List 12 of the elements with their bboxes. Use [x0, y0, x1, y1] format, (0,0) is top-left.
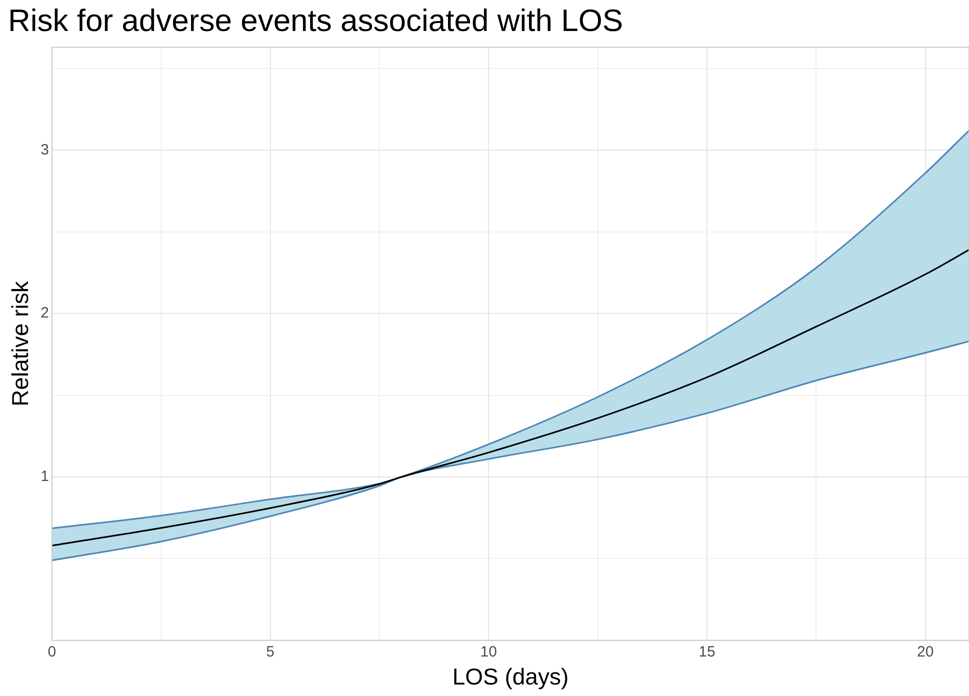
x-tick-label: 0 [48, 644, 56, 661]
y-tick-label: 3 [40, 141, 49, 158]
y-axis-title: Relative risk [7, 280, 34, 406]
y-tick-label: 1 [40, 468, 49, 486]
x-tick-label: 10 [480, 644, 497, 661]
x-tick-label: 20 [916, 644, 934, 661]
x-axis-title: LOS (days) [452, 664, 569, 690]
y-tick-label: 2 [40, 304, 49, 322]
x-tick-label: 5 [266, 644, 274, 661]
line-series [52, 249, 969, 546]
chart-title: Risk for adverse events associated with LOS [8, 3, 624, 38]
x-tick-label: 15 [698, 644, 716, 661]
